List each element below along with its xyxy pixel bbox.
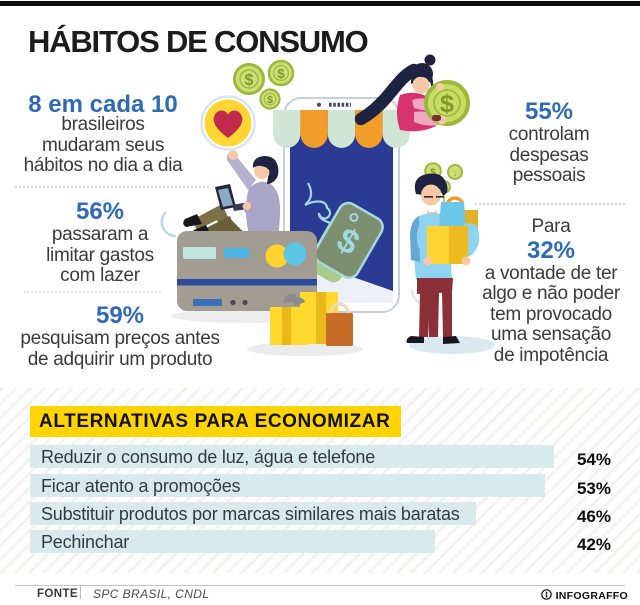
- svg-text:$: $: [277, 66, 285, 81]
- svg-text:$: $: [440, 90, 454, 118]
- svg-text:$: $: [267, 94, 273, 106]
- svg-text:$: $: [430, 168, 436, 179]
- svg-text:↓: ↓: [453, 168, 458, 178]
- svg-text:$: $: [245, 72, 254, 89]
